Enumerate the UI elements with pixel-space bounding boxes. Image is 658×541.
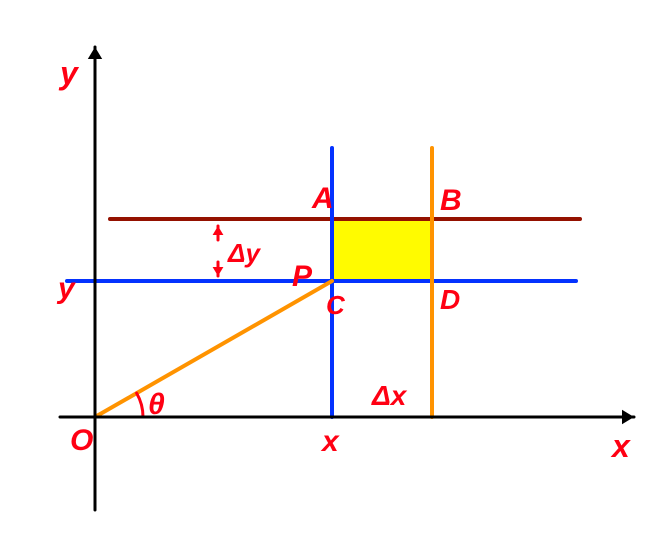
label-B: B [440, 184, 462, 218]
diagram-canvas [0, 0, 658, 541]
label-x-tick: x [322, 425, 339, 459]
label-delta-y: Δy [228, 238, 260, 269]
label-P: P [292, 260, 312, 294]
label-y-axis: y [60, 55, 78, 92]
label-origin: O [70, 424, 93, 458]
label-x-axis: x [612, 428, 630, 465]
label-D: D [440, 284, 460, 316]
label-delta-x: Δx [372, 380, 406, 412]
label-theta: θ [148, 388, 165, 422]
label-C: C [326, 290, 345, 321]
label-y-tick: y [58, 272, 75, 306]
label-A: A [312, 182, 334, 216]
